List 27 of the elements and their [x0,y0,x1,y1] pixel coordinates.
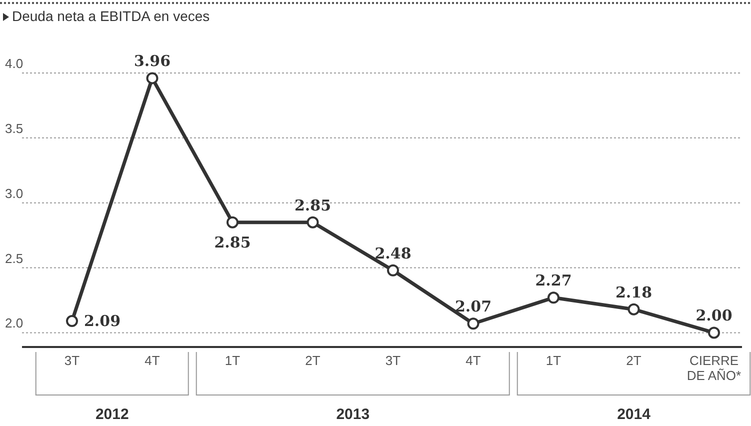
x-tick-label: 1T [224,353,240,368]
x-tick-label: 3T [64,353,80,368]
text: 2014 [617,406,652,423]
y-tick-label: 4.0 [5,56,24,71]
text: 2.18 [615,283,652,302]
x-tick-label: CIERRE DE AÑO* [686,353,742,383]
x-tick-label: 2T [626,353,642,368]
text: 2.00 [696,306,732,325]
x-tick-label: 4T [144,353,160,368]
text: 2013 [336,406,370,423]
y-tick-label: 2.5 [5,250,24,266]
text: 2.09 [84,312,121,330]
x-tick-label: 2T [305,353,320,368]
text: 2.07 [454,298,492,316]
x-tick-label: 4T [466,353,481,368]
text: 2012 [95,406,129,423]
y-tick-label: 3.5 [5,120,24,136]
text: 2.27 [535,272,572,290]
x-tick-label: 3T [385,353,401,368]
y-tick-label: 2.0 [5,316,24,331]
text: 2.85 [294,196,332,214]
text: 2.85 [214,233,251,252]
chart-title: Deuda neta a EBITDA en veces [12,8,210,24]
text: 2.48 [374,244,412,262]
text: 3.96 [134,52,171,70]
y-tick-label: 3.0 [5,186,24,201]
x-tick-label: 1T [546,353,562,368]
